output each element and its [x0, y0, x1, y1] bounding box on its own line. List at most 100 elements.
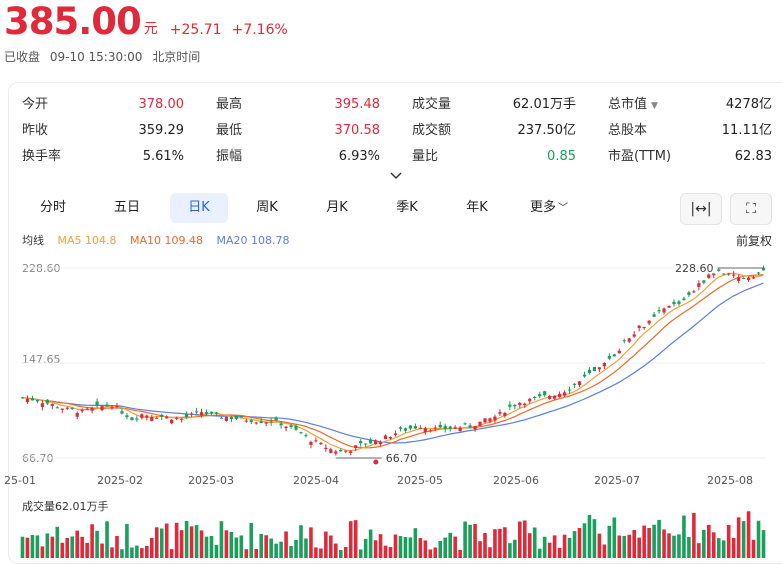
volume-bar [299, 525, 303, 558]
candle-body [577, 381, 582, 386]
stat-value: 6.93% [338, 149, 380, 164]
candle-body [761, 267, 766, 271]
stat-value: 4278亿 [725, 97, 772, 112]
volume-bar [632, 529, 637, 558]
ma10-line [22, 274, 764, 449]
candle-body [468, 425, 472, 428]
stat-value: 62.83 [734, 149, 772, 164]
candle-body [647, 320, 651, 324]
volume-bar [557, 547, 562, 558]
candle-body [448, 426, 452, 429]
candle-body [533, 396, 537, 398]
volume-bar [657, 519, 661, 558]
tab-daily-k[interactable]: 日K [170, 193, 228, 223]
candle-body [453, 427, 457, 429]
candle-body [587, 369, 592, 374]
stat-low: 最低 370.58 [216, 118, 380, 144]
max-price-label: 228.60 [675, 262, 714, 275]
tab-monthly-k[interactable]: 月K [326, 200, 348, 215]
volume-bar [130, 547, 134, 558]
volume-bar [289, 546, 293, 558]
x-tick: 2025-08 [707, 474, 753, 487]
candle-body [702, 280, 706, 283]
candle-body [662, 308, 666, 313]
volume-bar [751, 539, 756, 558]
candle-body [194, 411, 199, 413]
adjust-mode-button[interactable]: 前复权 [735, 234, 772, 248]
candle-body [90, 407, 94, 411]
volume-bar [637, 537, 641, 558]
volume-bar [642, 525, 646, 558]
candle-body [95, 401, 99, 405]
candle-body [458, 427, 462, 432]
candle-body [130, 417, 134, 421]
fullscreen-icon[interactable]: ⛶ [730, 193, 772, 225]
candle-body [612, 354, 616, 357]
candle-body [508, 404, 512, 407]
volume-bar [498, 528, 502, 558]
candle-body [408, 425, 413, 429]
candle-body [249, 420, 253, 423]
tab-more[interactable]: 更多 ﹀ [520, 193, 578, 223]
horizontal-fit-icon[interactable]: |↔| [680, 193, 722, 225]
stat-market-cap[interactable]: 总市值 ▼ 4278亿 [608, 92, 772, 118]
volume-bar [145, 545, 149, 558]
volume-bar [154, 527, 159, 558]
caret-down-icon[interactable]: ▼ [651, 101, 658, 111]
volume-bar [721, 540, 726, 558]
candle-body [234, 416, 238, 419]
volume-bar [45, 533, 50, 558]
volume-bar [169, 549, 174, 558]
volume-bar [702, 529, 706, 558]
x-tick: 25-01 [4, 474, 36, 487]
volume-bar [537, 548, 542, 558]
volume-bar [363, 538, 368, 558]
candle-body [105, 404, 109, 407]
volume-bar [90, 524, 94, 558]
volume-bar [687, 537, 691, 558]
volume-bar [542, 536, 547, 558]
candle-body [383, 435, 388, 439]
volume-bar [373, 540, 378, 558]
candle-body [553, 395, 557, 399]
stat-label: 总市值 [608, 97, 648, 112]
volume-bar [508, 543, 512, 558]
price-unit: 元 [143, 21, 158, 37]
candle-body [209, 411, 214, 414]
candle-body [498, 412, 502, 414]
tab-quarterly-k[interactable]: 季K [396, 200, 418, 215]
candle-body [513, 404, 517, 407]
tab-weekly-k[interactable]: 周K [256, 200, 278, 215]
volume-bar [458, 549, 462, 558]
expand-chevron-icon[interactable] [389, 170, 403, 182]
candle-body [120, 411, 124, 414]
stat-value: 370.58 [334, 123, 381, 138]
min-price-dot [373, 459, 379, 465]
volume-bar [105, 521, 109, 558]
volume-bar [448, 532, 452, 558]
min-price-label: 66.70 [386, 452, 418, 465]
volume-bar [572, 531, 577, 558]
candle-body [428, 430, 432, 432]
candle-body [344, 450, 348, 452]
candle-body [219, 417, 224, 419]
candle-body [254, 422, 258, 424]
candle-body [319, 442, 323, 445]
volume-bar [617, 535, 622, 558]
volume-bar [592, 519, 597, 558]
volume-bar [622, 535, 627, 558]
volume-bar [80, 536, 84, 558]
tab-five-day[interactable]: 五日 [113, 200, 140, 215]
candle-body [732, 274, 736, 276]
candle-body [438, 424, 442, 428]
volume-bar [358, 549, 363, 558]
candle-body [692, 291, 696, 293]
tab-yearly-k[interactable]: 年K [466, 200, 488, 215]
candle-body [463, 423, 467, 425]
tab-intraday[interactable]: 分时 [39, 200, 66, 215]
volume-bar [70, 536, 75, 558]
candle-body [189, 413, 194, 415]
volume-bar [95, 530, 99, 558]
candle-body [488, 418, 492, 422]
